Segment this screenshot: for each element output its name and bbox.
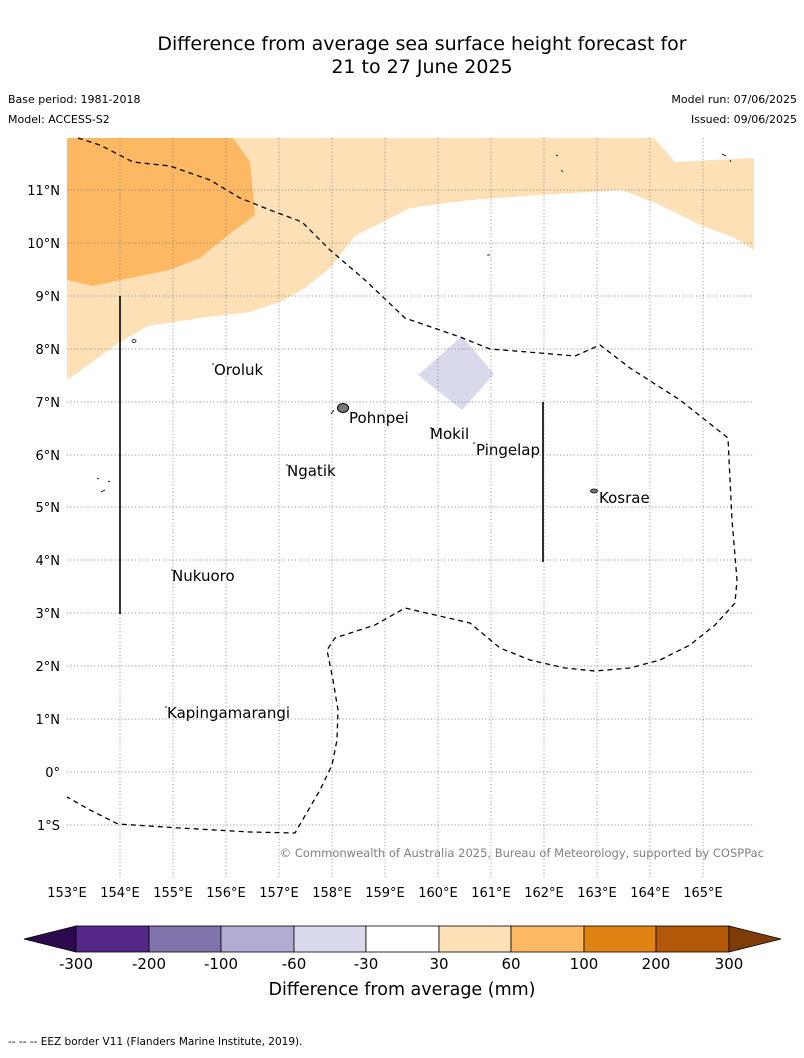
lat-tick-label: 0° <box>45 766 60 781</box>
lat-tick-label: 6°N <box>36 449 61 464</box>
place-label-kosrae: Kosrae <box>599 489 650 507</box>
lon-tick-label: 163°E <box>577 886 617 901</box>
kapingamarangi-island-shape <box>165 706 167 708</box>
colorbar-tick-label: -200 <box>132 955 166 973</box>
nukuoro-island-shape <box>171 569 173 571</box>
lon-tick-label: 157°E <box>259 886 299 901</box>
colorbar-segment <box>438 925 512 953</box>
colorbar-tick-label: -60 <box>282 955 307 973</box>
islands <box>96 153 732 708</box>
lat-tick-label: 2°N <box>36 660 61 675</box>
colorbar-segment <box>220 925 295 953</box>
colorbar-tick-label: 30 <box>429 955 448 973</box>
island-shape <box>96 477 111 493</box>
lon-tick-label: 162°E <box>524 886 564 901</box>
lat-tick-label: 10°N <box>27 237 60 252</box>
place-label-oroluk: Oroluk <box>214 361 263 379</box>
pingelap-island-shape <box>473 442 475 444</box>
base-period-text: Base period: 1981-2018 <box>8 93 141 106</box>
colorbar-tick-label: -100 <box>204 955 238 973</box>
anomaly-minus30-minus60-region <box>418 336 494 410</box>
ngatik-island-shape <box>286 464 288 466</box>
colorbar-extend-high <box>728 925 782 953</box>
colorbar-tick-label: 100 <box>570 955 599 973</box>
lat-tick-label: 1°S <box>37 819 60 834</box>
model-text: Model: ACCESS-S2 <box>8 113 110 126</box>
colorbar-segment <box>148 925 222 953</box>
island-shape <box>555 154 564 173</box>
graticule <box>67 138 754 878</box>
lon-tick-label: 160°E <box>418 886 458 901</box>
anomaly-60-100-region <box>67 138 255 286</box>
lat-tick-label: 8°N <box>36 343 61 358</box>
lon-tick-label: 165°E <box>683 886 723 901</box>
model-run-text: Model run: 07/06/2025 <box>671 93 797 106</box>
island-shape <box>330 409 335 415</box>
place-label-kapingamarangi: Kapingamarangi <box>167 704 290 722</box>
lat-tick-label: 11°N <box>27 184 60 199</box>
lon-tick-label: 153°E <box>47 886 87 901</box>
eez-source-note: -- -- -- EEZ border V11 (Flanders Marine… <box>8 1036 303 1048</box>
island-shape <box>721 153 732 163</box>
lon-tick-label: 161°E <box>471 886 511 901</box>
colorbar-tick-label: 60 <box>501 955 520 973</box>
copyright-notice: © Commonwealth of Australia 2025, Bureau… <box>280 846 764 860</box>
colorbar-extend-low <box>23 925 77 953</box>
lon-tick-label: 154°E <box>100 886 140 901</box>
pohnpei-island-shape <box>337 403 349 413</box>
colorbar-segment <box>583 925 657 953</box>
colorbar-tick-label: 200 <box>642 955 671 973</box>
place-label-pohnpei: Pohnpei <box>349 409 409 427</box>
place-label-pingelap: Pingelap <box>476 441 540 459</box>
lon-tick-label: 158°E <box>312 886 352 901</box>
anomaly-fills <box>67 138 754 410</box>
oroluk-island-shape <box>212 363 214 365</box>
colorbar-label: Difference from average (mm) <box>268 980 535 1000</box>
colorbar-segment <box>365 925 440 953</box>
lon-tick-label: 155°E <box>153 886 193 901</box>
map-title-line-2: 21 to 27 June 2025 <box>331 56 513 78</box>
mokil-island-shape <box>430 427 432 429</box>
map-title-line-1: Difference from average sea surface heig… <box>157 33 687 55</box>
lon-tick-label: 156°E <box>206 886 246 901</box>
kosrae-island-shape <box>590 488 598 494</box>
colorbar-segment <box>510 925 585 953</box>
colorbar <box>23 925 782 953</box>
colorbar-tick-label: 300 <box>715 955 744 973</box>
island-shape <box>131 339 137 343</box>
colorbar-tick-label: -30 <box>354 955 379 973</box>
colorbar-segment <box>655 925 730 953</box>
place-label-ngatik: Ngatik <box>287 462 336 480</box>
issued-text: Issued: 09/06/2025 <box>690 113 797 126</box>
lat-tick-label: 3°N <box>36 607 61 622</box>
lon-tick-label: 164°E <box>630 886 670 901</box>
lat-tick-label: 4°N <box>36 554 61 569</box>
lat-tick-label: 1°N <box>36 713 61 728</box>
colorbar-segment <box>75 925 150 953</box>
place-label-nukuoro: Nukuoro <box>172 567 235 585</box>
colorbar-segment <box>293 925 367 953</box>
lat-tick-label: 9°N <box>36 290 61 305</box>
colorbar-tick-label: -300 <box>59 955 93 973</box>
lat-tick-label: 5°N <box>36 501 61 516</box>
lat-tick-label: 7°N <box>36 396 61 411</box>
place-label-mokil: Mokil <box>430 425 469 443</box>
lon-tick-label: 159°E <box>365 886 405 901</box>
